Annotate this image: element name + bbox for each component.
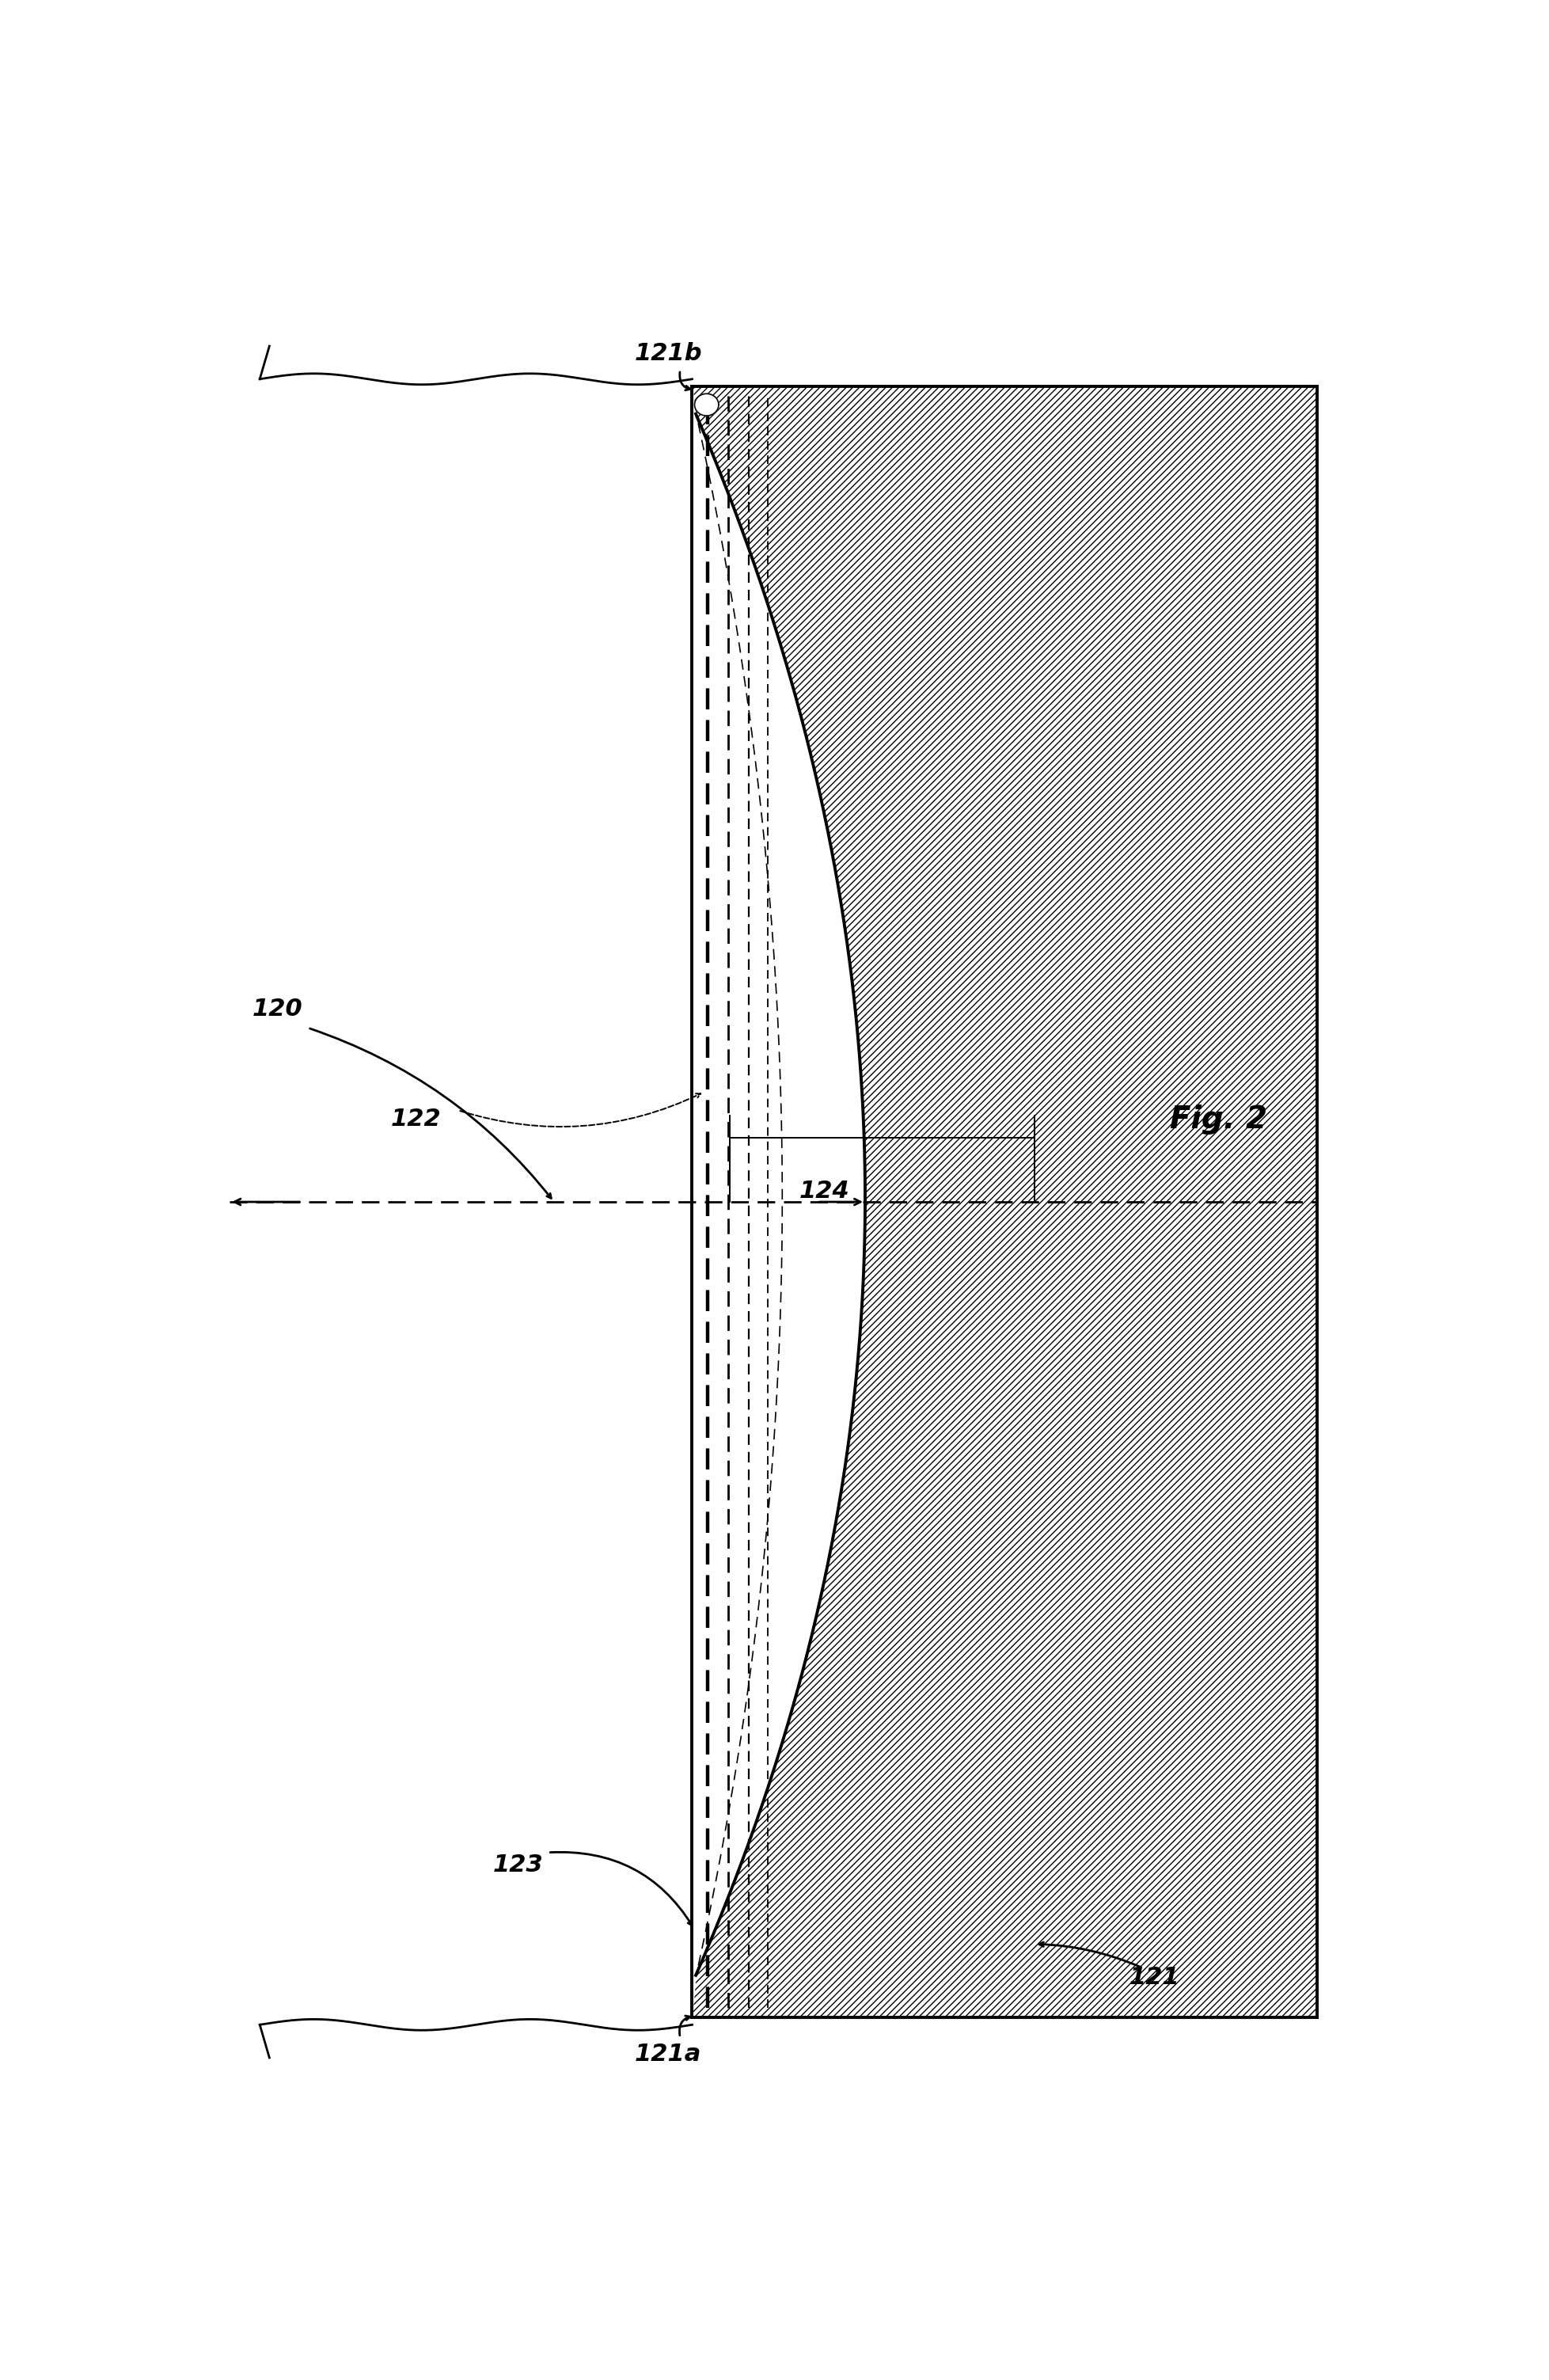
- Text: 121a: 121a: [635, 2042, 702, 2066]
- Text: 123: 123: [493, 1854, 544, 1878]
- Text: Fig. 2: Fig. 2: [1169, 1104, 1266, 1135]
- Text: 121: 121: [1129, 1966, 1179, 1990]
- Text: 124: 124: [799, 1180, 849, 1202]
- Polygon shape: [694, 393, 719, 416]
- Text: 120: 120: [252, 997, 304, 1021]
- Text: 121b: 121b: [634, 343, 702, 364]
- Polygon shape: [692, 386, 864, 2018]
- Bar: [692, 386, 1317, 2018]
- Text: 122: 122: [390, 1109, 441, 1130]
